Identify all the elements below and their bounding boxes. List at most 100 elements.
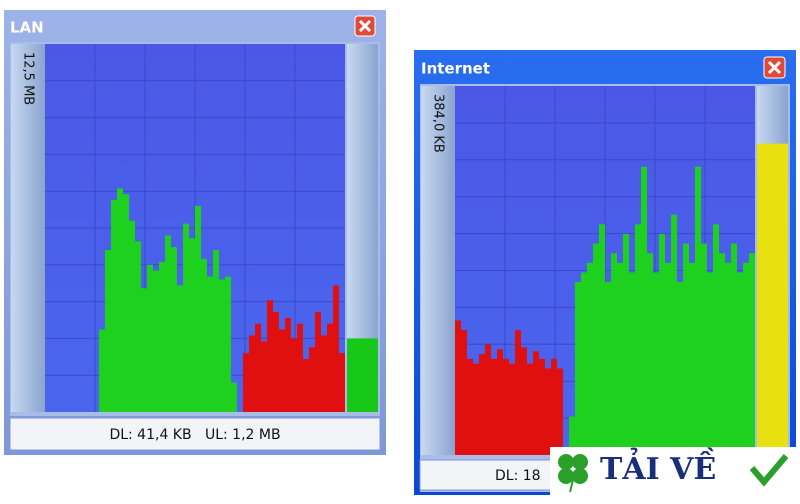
download-bar — [105, 250, 111, 412]
download-bar — [737, 272, 743, 455]
window-title: LAN — [10, 19, 44, 37]
upload-bar — [479, 354, 485, 455]
status-text: DL: 41,4 KB UL: 1,2 MB — [109, 427, 280, 443]
download-bar — [231, 382, 237, 412]
upload-bar — [521, 347, 527, 455]
watermark-text: TẢI VỀ — [600, 447, 716, 487]
upload-bar — [243, 353, 249, 412]
download-bar — [111, 200, 117, 412]
download-bar — [183, 223, 189, 412]
download-bar — [659, 233, 665, 455]
upload-bar — [509, 363, 515, 455]
window-title: Internet — [421, 60, 490, 78]
download-bar — [635, 224, 641, 455]
download-bar — [159, 261, 165, 412]
download-bar — [129, 220, 135, 412]
upload-bar — [249, 335, 255, 412]
download-bar — [147, 264, 153, 412]
window-internet: Internet 384,0 KB DL: 18 — [414, 50, 796, 495]
check-icon — [749, 454, 789, 487]
download-bar — [593, 243, 599, 455]
download-bar — [689, 262, 695, 455]
upload-bar — [285, 317, 291, 412]
download-bar — [725, 262, 731, 455]
download-bar — [653, 272, 659, 455]
download-bar — [611, 253, 617, 455]
scale-column — [11, 44, 45, 412]
upload-bar — [467, 358, 473, 455]
upload-bar — [255, 323, 261, 412]
upload-bar — [309, 347, 315, 412]
download-bar — [177, 285, 183, 412]
download-bar — [629, 272, 635, 455]
meter-fill — [757, 143, 788, 455]
scale-label: 384,0 KB — [431, 94, 446, 153]
upload-bar — [497, 349, 503, 455]
download-bar — [213, 250, 219, 412]
download-bar — [569, 416, 575, 455]
download-bar — [623, 233, 629, 455]
upload-bar — [321, 335, 327, 412]
upload-bar — [551, 358, 557, 455]
upload-bar — [339, 353, 345, 412]
window-lan: LAN 12,5 MB DL: 41,4 KB UL: 1,2 MB — [4, 10, 386, 455]
download-bar — [677, 282, 683, 455]
download-bar — [587, 262, 593, 455]
download-bar — [599, 224, 605, 455]
upload-bar — [455, 320, 461, 455]
download-bar — [141, 288, 147, 412]
download-bar — [605, 282, 611, 455]
download-bar — [99, 329, 105, 412]
download-bar — [207, 276, 213, 412]
download-bar — [153, 270, 159, 412]
upload-bar — [473, 363, 479, 455]
download-bar — [219, 279, 225, 412]
scale-label: 12,5 MB — [21, 52, 36, 105]
upload-bar — [485, 344, 491, 455]
download-bar — [189, 238, 195, 412]
download-bar — [719, 253, 725, 455]
download-bar — [665, 262, 671, 455]
download-bar — [671, 214, 677, 455]
upload-bar — [303, 359, 309, 412]
download-bar — [749, 253, 755, 455]
download-bar — [647, 253, 653, 455]
download-bar — [707, 272, 713, 455]
upload-bar — [297, 323, 303, 412]
download-bar — [225, 276, 231, 412]
upload-bar — [557, 368, 563, 455]
upload-bar — [461, 330, 467, 455]
download-bar — [713, 224, 719, 455]
download-bar — [683, 243, 689, 455]
download-bar — [695, 166, 701, 455]
download-bar — [731, 243, 737, 455]
upload-bar — [279, 329, 285, 412]
upload-bar — [273, 311, 279, 412]
status-text: DL: 18 — [495, 468, 541, 484]
download-bar — [575, 282, 581, 455]
upload-bar — [267, 300, 273, 412]
download-bar — [581, 272, 587, 455]
download-bar — [165, 235, 171, 412]
download-bar — [743, 262, 749, 455]
download-bar — [617, 262, 623, 455]
upload-bar — [503, 358, 509, 455]
download-bar — [195, 205, 201, 412]
download-bar — [641, 166, 647, 455]
upload-bar — [491, 358, 497, 455]
upload-bar — [333, 285, 339, 412]
upload-bar — [533, 351, 539, 455]
upload-bar — [327, 323, 333, 412]
download-bar — [117, 188, 123, 412]
download-bar — [171, 247, 177, 412]
close-button[interactable] — [763, 56, 786, 79]
watermark: TẢI VỀ — [550, 447, 800, 500]
upload-bar — [291, 338, 297, 412]
upload-bar — [261, 341, 267, 412]
close-button[interactable] — [354, 15, 376, 37]
scale-column — [421, 86, 455, 455]
download-bar — [123, 194, 129, 412]
upload-bar — [315, 311, 321, 412]
download-bar — [701, 243, 707, 455]
